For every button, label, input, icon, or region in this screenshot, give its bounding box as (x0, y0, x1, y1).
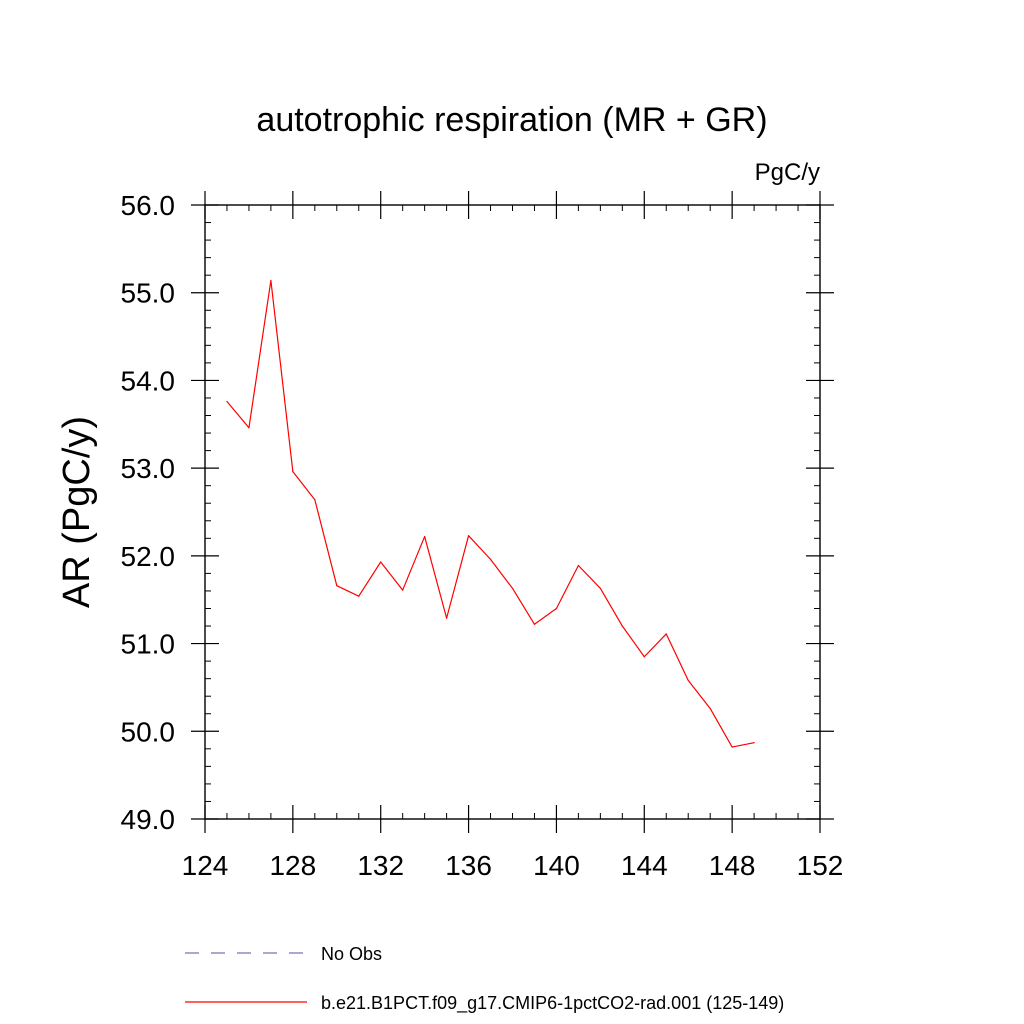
y-tick-label: 49.0 (121, 804, 176, 835)
data-point (336, 585, 338, 587)
ticks-layer: 124 128 132 136 140 144 148 152 49.0 50.0 51.0 52.0… (121, 190, 844, 881)
x-tick-label: 144 (621, 850, 668, 881)
plot-frame (204, 204, 821, 820)
y-tick-label: 54.0 (121, 365, 176, 396)
data-point (599, 587, 601, 589)
data-point (358, 595, 360, 597)
data-point (555, 607, 558, 610)
legend-label: No Obs (321, 944, 382, 964)
data-point (270, 279, 272, 282)
data-point (687, 679, 689, 682)
data-point (643, 656, 645, 658)
x-tick-label: 132 (357, 850, 404, 881)
series-line (226, 279, 755, 748)
series-layer (226, 279, 755, 748)
y-tick-label: 56.0 (121, 190, 176, 221)
data-point (709, 707, 711, 710)
data-point (467, 535, 470, 537)
data-point (292, 471, 294, 473)
data-point (314, 499, 316, 501)
data-point (248, 427, 250, 429)
x-tick-label: 128 (269, 850, 316, 881)
data-point (446, 617, 448, 619)
y-tick-label: 53.0 (121, 453, 176, 484)
data-point (226, 400, 228, 403)
x-tick-label: 124 (182, 850, 229, 881)
data-point (621, 625, 623, 627)
units-label: PgC/y (755, 159, 820, 186)
data-point (424, 535, 426, 538)
data-point (489, 558, 492, 560)
data-point (511, 587, 514, 589)
y-tick-label: 52.0 (121, 541, 176, 572)
y-tick-label: 55.0 (121, 278, 176, 309)
data-point (380, 561, 382, 563)
y-axis-label: AR (PgC/y) (56, 416, 98, 608)
x-tick-label: 148 (709, 850, 756, 881)
data-point (533, 623, 536, 625)
x-tick-label: 136 (445, 850, 492, 881)
x-tick-label: 152 (797, 850, 844, 881)
data-point (753, 742, 755, 744)
legend: No Obs b.e21.B1PCT.f09_g17.CMIP6-1pctCO2-… (185, 944, 784, 1014)
data-point (665, 633, 667, 635)
y-tick-label: 50.0 (121, 716, 176, 747)
data-point (731, 746, 733, 748)
data-point (402, 589, 404, 591)
data-point (577, 564, 579, 567)
x-tick-label: 140 (533, 850, 580, 881)
y-tick-label: 51.0 (121, 629, 176, 660)
chart-title: autotrophic respiration (MR + GR) (256, 101, 767, 139)
legend-label: b.e21.B1PCT.f09_g17.CMIP6-1pctCO2-rad.00… (321, 993, 784, 1014)
